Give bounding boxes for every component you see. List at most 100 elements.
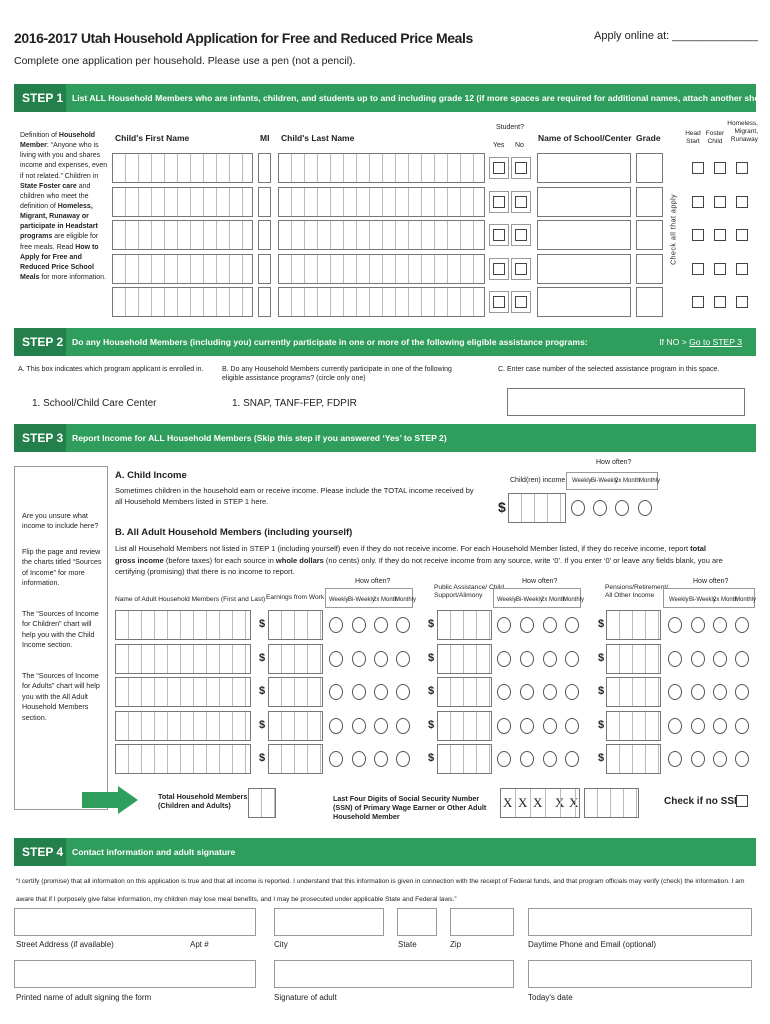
- dollar-sign: $: [259, 752, 266, 764]
- comb-box: [268, 744, 323, 774]
- column-header: Name of Adult Household Members (First a…: [115, 596, 266, 603]
- comb-box: [115, 610, 251, 640]
- step-heading: Report Income for ALL Household Members …: [72, 433, 447, 443]
- section-heading: B. All Adult Household Members (includin…: [115, 527, 353, 538]
- step-label: STEP 3: [22, 431, 64, 445]
- dollar-sign: $: [598, 651, 605, 664]
- comb-box: [115, 643, 251, 674]
- radio-circle: [638, 500, 652, 516]
- checkbox: [515, 195, 527, 208]
- checkbox: [714, 195, 726, 208]
- comb-box: [115, 677, 251, 707]
- radio-circle: [329, 717, 343, 734]
- radio-circle: [565, 717, 579, 734]
- comb-box: [437, 744, 492, 774]
- comb-box: [112, 220, 253, 250]
- comb-box: [606, 643, 661, 674]
- frequency-label: Monthly: [639, 478, 661, 484]
- case-number-box: [507, 388, 745, 416]
- checkbox: [692, 262, 704, 275]
- radio-circle: [691, 751, 705, 767]
- comb-box: [115, 744, 251, 774]
- dollar-sign: $: [598, 685, 605, 697]
- radio-circle: [497, 684, 511, 700]
- comb-box: [278, 153, 485, 183]
- sidebar-text: Are you unsure what income to include he…: [22, 511, 99, 531]
- sidebar-box: [14, 466, 108, 810]
- radio-circle: [691, 717, 705, 734]
- radio-circle: [374, 751, 388, 767]
- frequency-label: Weekly: [329, 597, 349, 603]
- dollar-sign: $: [428, 651, 435, 664]
- radio-circle: [565, 684, 579, 700]
- dollar-sign: $: [598, 718, 605, 731]
- comb-box: [278, 220, 485, 250]
- column-header: Foster Child: [705, 130, 725, 146]
- column-header: Public Assistance/ Child Support/Alimony: [434, 584, 505, 600]
- dollar-sign: $: [498, 499, 506, 515]
- checkbox: [515, 296, 527, 308]
- step-label-box: [14, 838, 66, 866]
- radio-circle: [396, 650, 410, 667]
- radio-circle: [668, 684, 682, 700]
- step-bar: [14, 328, 756, 356]
- step-heading: Contact information and adult signature: [72, 847, 236, 857]
- section-text: List all Household Members not listed in…: [115, 543, 725, 578]
- comb-box: [437, 643, 492, 674]
- checkbox: [736, 162, 748, 174]
- input-box: [258, 220, 271, 250]
- step-bar: [14, 84, 756, 112]
- comb-box: [268, 643, 323, 674]
- text-segment: (no cents) only. If they do not receive …: [115, 555, 723, 577]
- comb-box: [112, 287, 253, 317]
- text-segment: whole dollars: [275, 555, 324, 565]
- comb-box: [115, 710, 251, 741]
- frequency-label: Bi-Weekly: [516, 597, 543, 603]
- dollar-sign: $: [598, 618, 605, 630]
- ssn-box: [500, 788, 580, 818]
- checkbox: [714, 262, 726, 275]
- checkbox: [736, 195, 748, 208]
- radio-circle: [668, 751, 682, 767]
- text-segment: State Foster care: [20, 182, 77, 190]
- dollar-sign: $: [259, 651, 266, 664]
- step-heading: Do any Household Members (including you)…: [72, 337, 588, 347]
- comb-box: [606, 610, 661, 640]
- text-segment: for more information.: [39, 273, 106, 281]
- radio-circle: [352, 751, 366, 767]
- radio-circle: [735, 650, 749, 667]
- comb-box: [268, 710, 323, 741]
- text-segment: are eligible for free meals. Read: [20, 233, 99, 251]
- radio-circle: [374, 717, 388, 734]
- input-box: [258, 186, 271, 217]
- checkbox: [692, 229, 704, 241]
- field-label: State: [398, 940, 417, 949]
- frequency-label: Bi-Weekly: [689, 597, 716, 603]
- how-often: How often?: [522, 578, 558, 585]
- input-box: [14, 908, 256, 936]
- checkbox: [515, 262, 527, 275]
- text-segment: Household Member: [20, 132, 96, 150]
- how-often: How often?: [355, 578, 391, 585]
- checkbox: [714, 162, 726, 174]
- radio-circle: [520, 751, 534, 767]
- instructions: Complete one application per household. …: [14, 55, 356, 67]
- text-segment: Definition of: [20, 132, 59, 139]
- program-option: 1. SNAP, TANF-FEP, FDPIR: [232, 398, 357, 409]
- radio-circle: [571, 500, 585, 516]
- checkbox: [692, 195, 704, 208]
- radio-circle: [396, 751, 410, 767]
- frequency-label: Weekly: [572, 478, 592, 484]
- sidebar-text: The “Sources of Income for Children” cha…: [22, 609, 99, 650]
- checkbox: [692, 296, 704, 308]
- field-label: City: [274, 940, 288, 949]
- input-box: [450, 908, 514, 936]
- comb-box: [268, 610, 323, 640]
- dollar-sign: $: [428, 752, 435, 764]
- input-box: [636, 253, 663, 284]
- how-often: How often?: [693, 578, 729, 585]
- step-label: STEP 2: [22, 335, 64, 349]
- radio-circle: [543, 684, 557, 700]
- column-header: Child's Last Name: [281, 133, 355, 143]
- frequency-label: Monthly: [395, 597, 417, 603]
